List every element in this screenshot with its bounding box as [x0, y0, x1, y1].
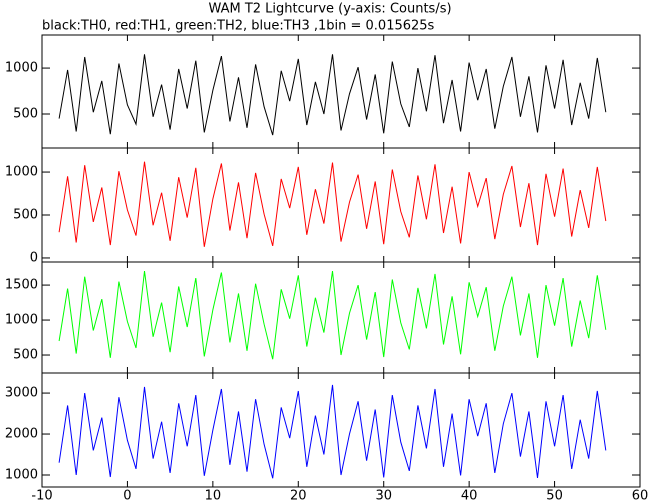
lightcurve — [58, 54, 607, 136]
y-tick-label: 1500 — [5, 278, 38, 293]
x-tick-label: 50 — [546, 489, 563, 504]
lightcurve — [58, 271, 607, 360]
y-tick-label: 1000 — [5, 467, 38, 482]
chart-title: WAM T2 Lightcurve (y-axis: Counts/s) — [208, 2, 451, 17]
y-tick-label: 1000 — [5, 165, 38, 180]
panel-frame — [41, 34, 641, 149]
y-tick-label: 500 — [13, 107, 38, 122]
y-tick-label: 3000 — [5, 386, 38, 401]
x-tick-label: 40 — [461, 489, 478, 504]
y-tick-label: 1000 — [5, 313, 38, 328]
x-tick-label: 10 — [205, 489, 222, 504]
y-tick-label: 1000 — [5, 61, 38, 76]
lightcurve — [58, 161, 607, 247]
chart-subtitle: black:TH0, red:TH1, green:TH2, blue:TH3 … — [42, 19, 435, 34]
x-tick-label: 60 — [632, 489, 649, 504]
x-tick-label: 0 — [123, 489, 131, 504]
panel-frame — [41, 372, 641, 488]
x-tick-label: 20 — [290, 489, 307, 504]
panel-frame — [41, 261, 641, 374]
x-tick-label: -10 — [31, 489, 52, 504]
y-tick-label: 500 — [13, 348, 38, 363]
lightcurve — [58, 384, 607, 479]
y-tick-label: 500 — [13, 208, 38, 223]
y-tick-label: 0 — [30, 250, 38, 265]
panel-frame — [41, 147, 641, 263]
x-tick-label: 30 — [375, 489, 392, 504]
y-tick-label: 2000 — [5, 427, 38, 442]
